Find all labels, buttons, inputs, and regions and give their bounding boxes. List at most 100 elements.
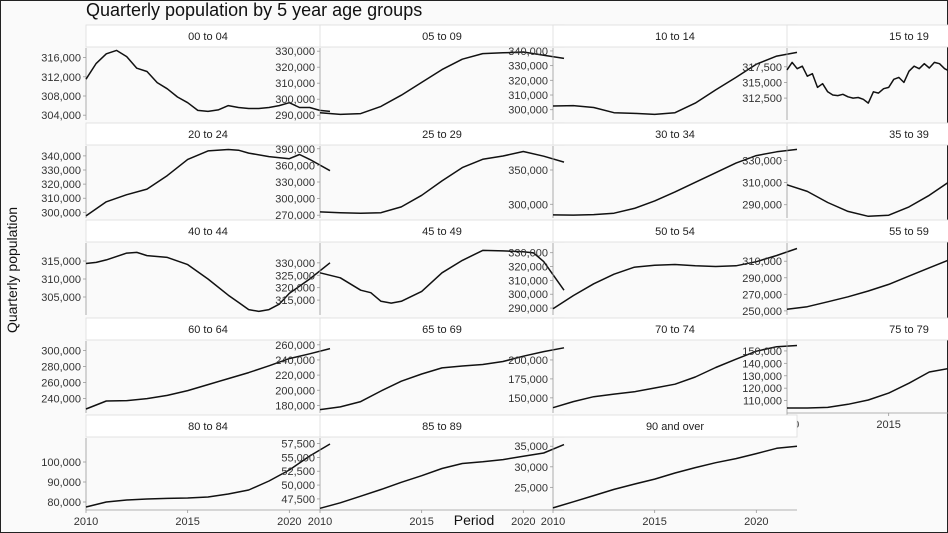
- y-tick-label: 317,500: [742, 62, 782, 74]
- y-tick-label: 310,000: [742, 256, 782, 268]
- y-tick-label: 180,000: [275, 400, 315, 412]
- panel-label: 05 to 09: [422, 31, 462, 43]
- series-line: [552, 148, 798, 216]
- y-tick-label: 270,000: [275, 210, 315, 222]
- y-tick-label: 310,000: [508, 275, 548, 287]
- series-line: [85, 347, 331, 410]
- y-tick-label: 300,000: [41, 207, 81, 219]
- y-tick-label: 320,000: [41, 179, 81, 191]
- panel-label: 35 to 39: [889, 129, 929, 141]
- panel-5: 25 to 29 270,000 300,000 330,000 360,000 390,…: [275, 122, 565, 222]
- y-tick-label: 312,500: [742, 93, 782, 105]
- y-tick-label: 100,000: [41, 457, 81, 469]
- y-tick-label: 57,500: [281, 439, 315, 451]
- panel-strip: [786, 24, 948, 48]
- x-tick-label: 2010: [74, 516, 98, 528]
- series-line: [85, 49, 331, 113]
- y-tick-label: 35,000: [514, 441, 548, 453]
- panel-label: 75 to 79: [889, 324, 929, 336]
- y-tick-label: 330,000: [41, 165, 81, 177]
- x-axis-label: Period: [453, 512, 495, 528]
- y-tick-label: 300,000: [275, 94, 315, 106]
- y-tick-label: 47,500: [281, 494, 315, 506]
- y-tick-label: 120,000: [742, 383, 782, 395]
- y-tick-label: 290,000: [275, 110, 315, 122]
- y-tick-label: 240,000: [275, 355, 315, 367]
- series-line: [787, 367, 948, 409]
- panel-7: 35 to 39 290,000 310,000 330,000: [742, 122, 948, 218]
- y-tick-label: 315,000: [41, 256, 81, 268]
- panel-label: 40 to 44: [188, 226, 228, 238]
- y-tick-label: 330,000: [275, 177, 315, 189]
- y-tick-label: 330,000: [275, 46, 315, 58]
- panel-label: 90 and over: [646, 421, 704, 433]
- y-tick-label: 304,000: [41, 110, 81, 122]
- panel-label: 15 to 19: [889, 31, 929, 43]
- y-tick-label: 310,000: [508, 90, 548, 102]
- y-tick-label: 270,000: [742, 289, 782, 301]
- y-tick-label: 305,000: [41, 292, 81, 304]
- panel-label: 20 to 24: [188, 129, 228, 141]
- x-tick-label: 2010: [541, 516, 565, 528]
- panel-10: 50 to 54290,000300,000310,000320,000330,…: [508, 219, 798, 315]
- y-tick-label: 315,000: [742, 77, 782, 89]
- panel-label: 10 to 14: [655, 31, 695, 43]
- y-tick-label: 300,000: [508, 199, 548, 211]
- y-tick-label: 360,000: [275, 160, 315, 172]
- series-line: [552, 344, 798, 409]
- y-tick-label: 150,000: [742, 346, 782, 358]
- y-tick-label: 110,000: [743, 396, 782, 408]
- y-tick-label: 316,000: [41, 53, 81, 65]
- series-line: [319, 51, 565, 116]
- panel-label: 30 to 34: [655, 129, 695, 141]
- panel-12: 60 to 64 240,000 260,000 280,000 300,000: [41, 317, 331, 413]
- y-tick-label: 52,500: [281, 466, 315, 478]
- panel-label: 85 to 89: [422, 421, 462, 433]
- series-line: [552, 445, 798, 509]
- y-tick-label: 50,000: [281, 480, 315, 492]
- y-tick-label: 300,000: [41, 346, 81, 358]
- y-tick-label: 320,000: [508, 262, 548, 274]
- x-tick-label: 2020: [744, 516, 768, 528]
- series-line: [85, 251, 331, 313]
- panel-label: 80 to 84: [188, 421, 228, 433]
- y-tick-label: 80,000: [47, 497, 81, 509]
- y-tick-label: 310,000: [742, 178, 782, 190]
- panel-strip: [786, 317, 948, 341]
- series-line: [786, 259, 948, 310]
- y-tick-label: 290,000: [742, 273, 782, 285]
- series-line: [786, 181, 948, 218]
- panel-label: 45 to 49: [422, 226, 462, 238]
- y-tick-label: 325,000: [275, 270, 315, 282]
- y-tick-label: 150,000: [508, 393, 548, 405]
- y-tick-label: 240,000: [41, 394, 81, 406]
- y-tick-label: 25,000: [514, 482, 548, 494]
- y-tick-label: 320,000: [275, 62, 315, 74]
- y-tick-label: 310,000: [41, 274, 81, 286]
- x-tick-label: 2015: [642, 516, 666, 528]
- y-tick-label: 300,000: [275, 194, 315, 206]
- y-tick-label: 300,000: [508, 105, 548, 117]
- y-tick-label: 90,000: [47, 477, 81, 489]
- panel-label: 70 to 74: [655, 324, 695, 336]
- y-tick-label: 310,000: [275, 78, 315, 90]
- y-tick-label: 340,000: [41, 151, 81, 163]
- y-tick-label: 55,000: [281, 452, 315, 464]
- y-tick-label: 330,000: [275, 258, 315, 270]
- x-tick-label: 2015: [175, 516, 199, 528]
- y-tick-label: 260,000: [41, 378, 81, 390]
- x-tick-label: 2015: [876, 419, 900, 431]
- series-line: [552, 247, 798, 310]
- x-tick-label: 2020: [511, 516, 535, 528]
- series-line: [319, 150, 565, 215]
- y-tick-label: 308,000: [41, 91, 81, 103]
- y-tick-label: 140,000: [742, 358, 782, 370]
- series-line: [85, 443, 331, 508]
- x-tick-label: 2015: [409, 516, 433, 528]
- y-tick-label: 320,000: [508, 75, 548, 87]
- x-tick-label: 2010: [308, 516, 332, 528]
